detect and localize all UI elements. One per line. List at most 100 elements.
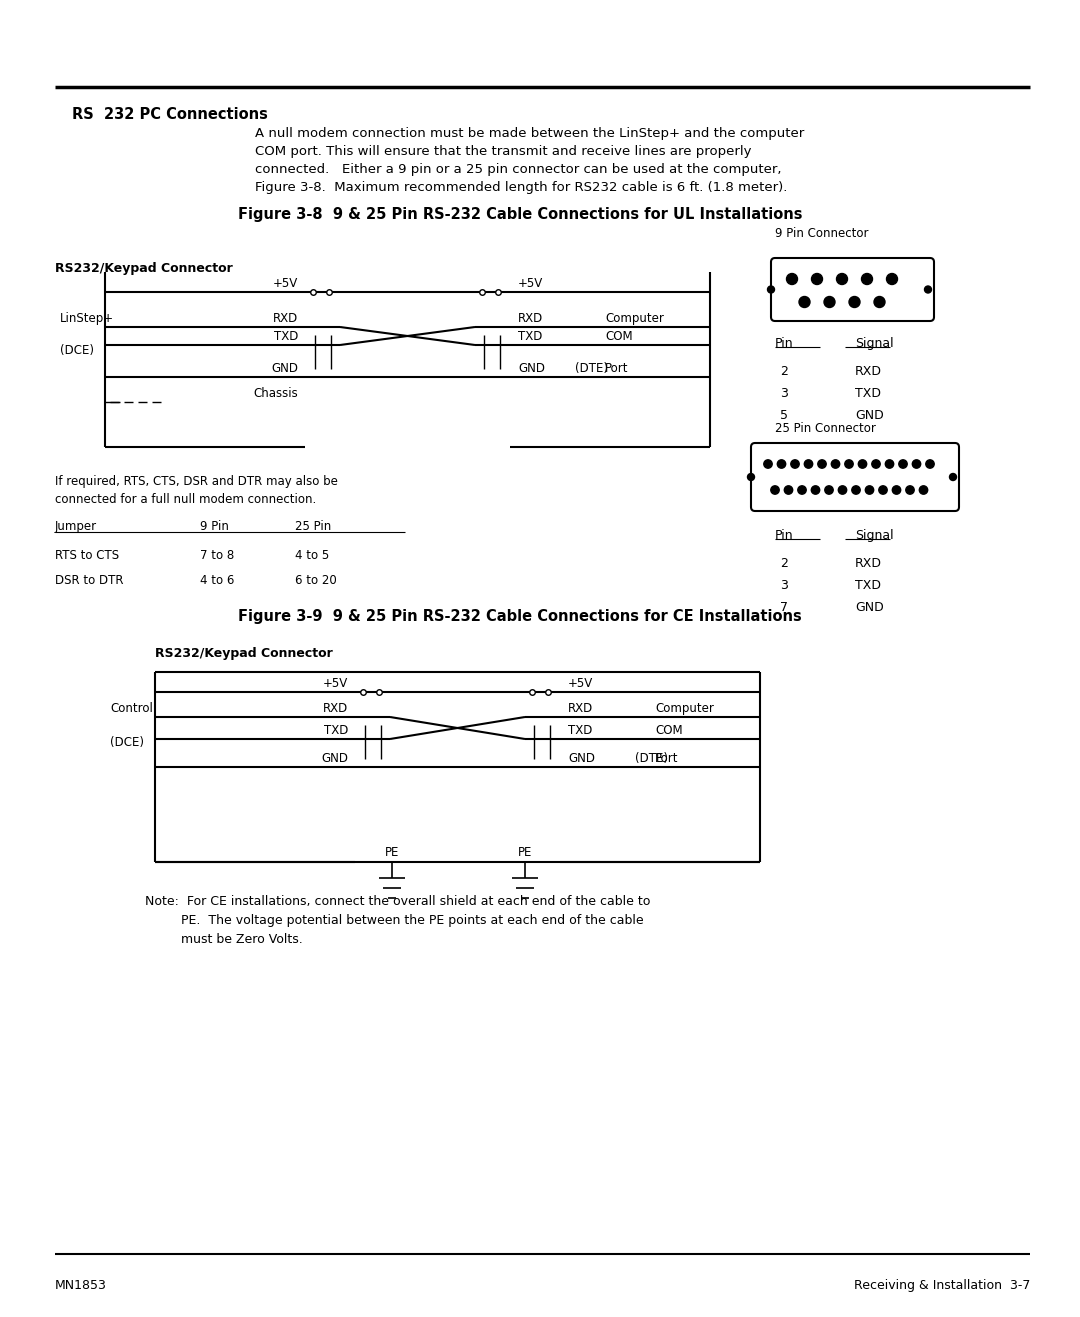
Circle shape <box>865 486 874 494</box>
Circle shape <box>906 486 914 494</box>
Circle shape <box>771 486 779 494</box>
Text: COM: COM <box>654 724 683 738</box>
Circle shape <box>778 460 786 469</box>
Circle shape <box>799 296 810 307</box>
Text: Computer: Computer <box>605 312 664 325</box>
Circle shape <box>872 460 880 469</box>
Text: (DCE): (DCE) <box>110 736 144 749</box>
Text: 3: 3 <box>780 579 788 593</box>
Text: DSR to DTR: DSR to DTR <box>55 574 123 587</box>
Text: RXD: RXD <box>855 557 882 570</box>
Circle shape <box>949 474 957 481</box>
Circle shape <box>849 296 860 307</box>
Text: 5: 5 <box>780 410 788 421</box>
Circle shape <box>919 486 928 494</box>
Text: RXD: RXD <box>855 365 882 378</box>
Text: COM: COM <box>605 331 633 342</box>
Circle shape <box>887 274 897 284</box>
Circle shape <box>859 460 867 469</box>
Text: Port: Port <box>605 362 629 375</box>
Text: 7: 7 <box>780 601 788 614</box>
Circle shape <box>824 296 835 307</box>
Text: PE: PE <box>384 846 400 859</box>
Circle shape <box>838 486 847 494</box>
Text: Figure 3-8  9 & 25 Pin RS-232 Cable Connections for UL Installations: Figure 3-8 9 & 25 Pin RS-232 Cable Conne… <box>238 207 802 223</box>
Text: TXD: TXD <box>855 387 881 400</box>
Text: Control: Control <box>110 702 153 715</box>
Text: 4 to 6: 4 to 6 <box>200 574 234 587</box>
Text: Chassis: Chassis <box>253 387 298 400</box>
Circle shape <box>924 286 931 292</box>
Text: 9 Pin: 9 Pin <box>200 520 229 533</box>
Text: GND: GND <box>855 601 883 614</box>
Circle shape <box>791 460 799 469</box>
Text: RXD: RXD <box>568 702 593 715</box>
Text: GND: GND <box>518 362 545 375</box>
Text: RS  232 PC Connections: RS 232 PC Connections <box>72 107 268 122</box>
FancyBboxPatch shape <box>771 258 934 321</box>
Text: Receiving & Installation  3-7: Receiving & Installation 3-7 <box>853 1279 1030 1292</box>
Text: LinStep+: LinStep+ <box>60 312 114 325</box>
Text: +5V: +5V <box>568 677 593 690</box>
Text: RS232/Keypad Connector: RS232/Keypad Connector <box>55 262 233 275</box>
Circle shape <box>764 460 772 469</box>
Circle shape <box>886 460 894 469</box>
Text: (DTE): (DTE) <box>575 362 608 375</box>
Text: A null modem connection must be made between the LinStep+ and the computer
COM p: A null modem connection must be made bet… <box>255 126 805 194</box>
Text: 25 Pin Connector: 25 Pin Connector <box>775 421 876 435</box>
Text: 4 to 5: 4 to 5 <box>295 549 329 562</box>
Text: TXD: TXD <box>568 724 592 738</box>
Circle shape <box>786 274 797 284</box>
FancyBboxPatch shape <box>751 443 959 511</box>
Circle shape <box>832 460 840 469</box>
Text: Signal: Signal <box>855 337 893 350</box>
Circle shape <box>862 274 873 284</box>
Text: Figure 3-9  9 & 25 Pin RS-232 Cable Connections for CE Installations: Figure 3-9 9 & 25 Pin RS-232 Cable Conne… <box>238 608 801 624</box>
Text: Pin: Pin <box>775 529 794 543</box>
Text: GND: GND <box>568 752 595 765</box>
Circle shape <box>852 486 860 494</box>
Text: 25 Pin: 25 Pin <box>295 520 332 533</box>
Text: +5V: +5V <box>323 677 348 690</box>
Text: Port: Port <box>654 752 678 765</box>
Circle shape <box>913 460 920 469</box>
Circle shape <box>798 486 806 494</box>
Text: Pin: Pin <box>775 337 794 350</box>
Circle shape <box>879 486 887 494</box>
Text: If required, RTS, CTS, DSR and DTR may also be
connected for a full null modem c: If required, RTS, CTS, DSR and DTR may a… <box>55 475 338 506</box>
Text: Computer: Computer <box>654 702 714 715</box>
Text: MN1853: MN1853 <box>55 1279 107 1292</box>
Text: Signal: Signal <box>855 529 893 543</box>
Circle shape <box>899 460 907 469</box>
Circle shape <box>747 474 755 481</box>
Circle shape <box>768 286 774 292</box>
Circle shape <box>805 460 812 469</box>
Circle shape <box>784 486 793 494</box>
Text: GND: GND <box>855 410 883 421</box>
Text: RXD: RXD <box>323 702 348 715</box>
Circle shape <box>926 460 934 469</box>
Text: +5V: +5V <box>273 277 298 290</box>
Text: TXD: TXD <box>518 331 542 342</box>
Circle shape <box>825 486 833 494</box>
Circle shape <box>845 460 853 469</box>
Text: RXD: RXD <box>518 312 543 325</box>
Text: 3: 3 <box>780 387 788 400</box>
Text: TXD: TXD <box>855 579 881 593</box>
Text: Jumper: Jumper <box>55 520 97 533</box>
Circle shape <box>811 274 823 284</box>
Circle shape <box>837 274 848 284</box>
Text: (DTE): (DTE) <box>635 752 669 765</box>
Text: TXD: TXD <box>324 724 348 738</box>
Text: RS232/Keypad Connector: RS232/Keypad Connector <box>156 647 333 660</box>
Text: RXD: RXD <box>273 312 298 325</box>
Text: Note:  For CE installations, connect the overall shield at each end of the cable: Note: For CE installations, connect the … <box>145 896 650 946</box>
Text: PE: PE <box>517 846 532 859</box>
Circle shape <box>892 486 901 494</box>
Text: GND: GND <box>271 362 298 375</box>
Circle shape <box>818 460 826 469</box>
Text: 9 Pin Connector: 9 Pin Connector <box>775 227 868 240</box>
Text: TXD: TXD <box>273 331 298 342</box>
Text: +5V: +5V <box>518 277 543 290</box>
Text: (DCE): (DCE) <box>60 344 94 357</box>
